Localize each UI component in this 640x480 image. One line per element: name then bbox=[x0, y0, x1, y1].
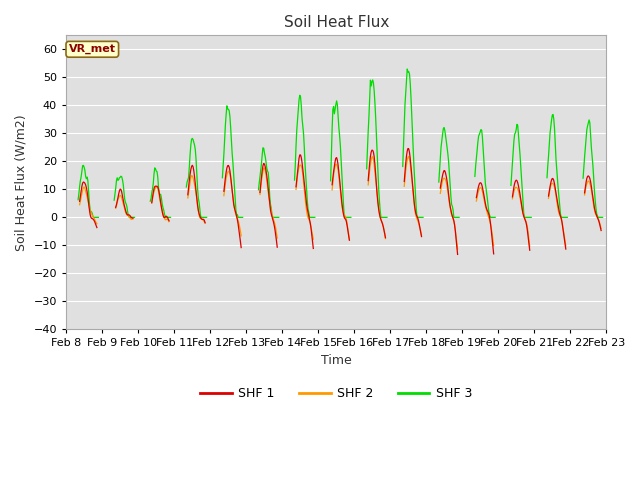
Line: SHF 1: SHF 1 bbox=[79, 148, 601, 254]
SHF 2 bbox=[402, 168, 410, 173]
SHF 3 bbox=[402, 89, 410, 95]
Title: Soil Heat Flux: Soil Heat Flux bbox=[284, 15, 389, 30]
SHF 1 bbox=[418, 234, 426, 240]
SHF 2 bbox=[418, 232, 426, 238]
Legend: SHF 1, SHF 2, SHF 3: SHF 1, SHF 2, SHF 3 bbox=[195, 383, 477, 406]
SHF 3 bbox=[127, 215, 135, 220]
SHF 1 bbox=[402, 160, 410, 166]
X-axis label: Time: Time bbox=[321, 354, 351, 367]
SHF 2 bbox=[127, 216, 135, 222]
Y-axis label: Soil Heat Flux (W/m2): Soil Heat Flux (W/m2) bbox=[15, 114, 28, 251]
Line: SHF 2: SHF 2 bbox=[79, 156, 601, 249]
Line: SHF 3: SHF 3 bbox=[78, 69, 603, 217]
Text: VR_met: VR_met bbox=[68, 44, 116, 54]
SHF 3 bbox=[182, 184, 190, 190]
SHF 1 bbox=[127, 215, 135, 220]
SHF 3 bbox=[418, 215, 426, 220]
